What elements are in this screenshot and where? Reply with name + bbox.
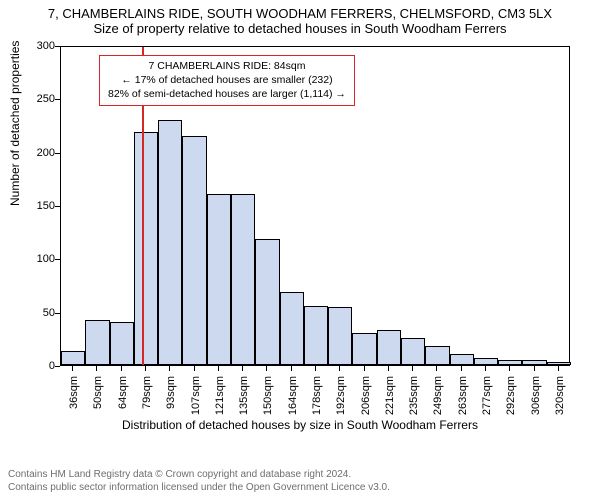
- histogram-bar: [547, 362, 571, 365]
- y-tick-label: 300: [37, 40, 55, 52]
- y-tick-label: 250: [37, 93, 55, 105]
- annotation-line-2: ← 17% of detached houses are smaller (23…: [108, 73, 346, 87]
- histogram-bar: [425, 346, 449, 365]
- histogram-bar: [328, 307, 352, 365]
- x-tick-mark: [96, 366, 97, 371]
- y-tick-label: 150: [37, 200, 55, 212]
- x-tick-mark: [242, 366, 243, 371]
- histogram-bar: [110, 322, 134, 365]
- histogram-bar: [231, 194, 255, 365]
- x-tick-mark: [364, 366, 365, 371]
- histogram-bar: [401, 338, 425, 365]
- histogram-bar: [450, 354, 474, 365]
- x-tick-mark: [558, 366, 559, 371]
- y-axis-label: Number of detached properties: [8, 41, 22, 206]
- x-tick-mark: [145, 366, 146, 371]
- x-tick-mark: [72, 366, 73, 371]
- histogram-bar: [522, 360, 546, 365]
- histogram-bar: [280, 292, 304, 365]
- histogram-bar: [377, 330, 401, 365]
- chart-title-sub: Size of property relative to detached ho…: [0, 21, 600, 36]
- y-tick-mark: [55, 366, 60, 367]
- histogram-bar: [85, 320, 109, 365]
- chart-title-main: 7, CHAMBERLAINS RIDE, SOUTH WOODHAM FERR…: [0, 6, 600, 21]
- y-tick-label: 50: [43, 307, 55, 319]
- x-tick-mark: [461, 366, 462, 371]
- histogram-bar: [352, 333, 376, 365]
- x-tick-mark: [121, 366, 122, 371]
- x-tick-mark: [315, 366, 316, 371]
- histogram-bar: [304, 306, 328, 365]
- footer: Contains HM Land Registry data © Crown c…: [8, 468, 390, 494]
- x-tick-mark: [339, 366, 340, 371]
- x-tick-mark: [291, 366, 292, 371]
- x-tick-mark: [218, 366, 219, 371]
- x-axis-title: Distribution of detached houses by size …: [0, 418, 600, 432]
- y-tick-label: 100: [37, 253, 55, 265]
- x-tick-mark: [534, 366, 535, 371]
- histogram-bar: [182, 136, 206, 365]
- histogram-bar: [61, 351, 85, 365]
- x-tick-mark: [194, 366, 195, 371]
- x-tick-mark: [509, 366, 510, 371]
- x-tick-mark: [412, 366, 413, 371]
- annotation-box: 7 CHAMBERLAINS RIDE: 84sqm ← 17% of deta…: [99, 55, 355, 106]
- histogram-bar: [134, 132, 158, 365]
- x-tick-mark: [485, 366, 486, 371]
- x-tick-mark: [436, 366, 437, 371]
- plot-area: 7 CHAMBERLAINS RIDE: 84sqm ← 17% of deta…: [60, 46, 570, 366]
- histogram-bar: [255, 239, 279, 365]
- x-tick-mark: [266, 366, 267, 371]
- chart-container: Number of detached properties 0501001502…: [0, 36, 600, 436]
- histogram-bar: [207, 194, 231, 365]
- y-tick-label: 200: [37, 147, 55, 159]
- annotation-line-3: 82% of semi-detached houses are larger (…: [108, 87, 346, 101]
- footer-line-2: Contains public sector information licen…: [8, 481, 390, 494]
- x-tick-mark: [169, 366, 170, 371]
- histogram-bar: [498, 360, 522, 365]
- annotation-line-1: 7 CHAMBERLAINS RIDE: 84sqm: [108, 59, 346, 73]
- footer-line-1: Contains HM Land Registry data © Crown c…: [8, 468, 390, 481]
- x-tick-mark: [388, 366, 389, 371]
- histogram-bar: [158, 120, 182, 365]
- histogram-bar: [474, 358, 498, 365]
